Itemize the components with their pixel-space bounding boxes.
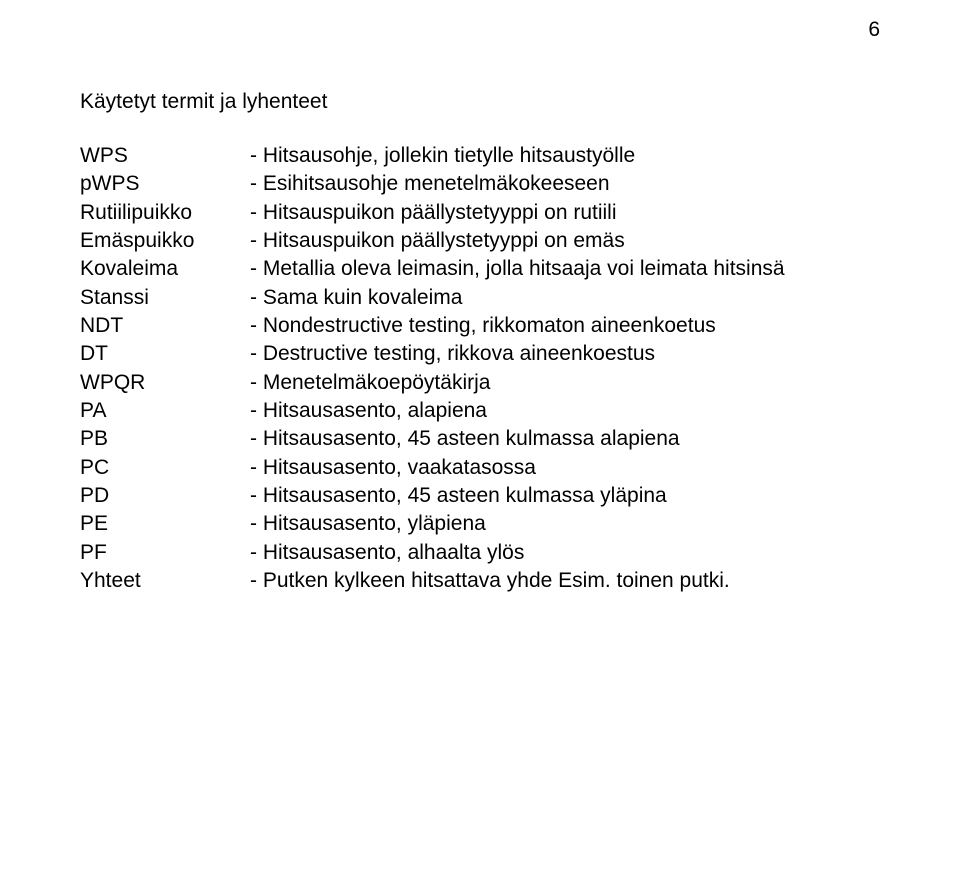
term-row: Yhteet- Putken kylkeen hitsattava yhde E… <box>80 567 900 595</box>
term-row: PD- Hitsausasento, 45 asteen kulmassa yl… <box>80 482 900 510</box>
term-row: NDT- Nondestructive testing, rikkomaton … <box>80 312 900 340</box>
term-label: Kovaleima <box>80 255 250 283</box>
term-row: PC- Hitsausasento, vaakatasossa <box>80 454 900 482</box>
term-label: DT <box>80 340 250 368</box>
term-description: - Hitsausasento, 45 asteen kulmassa yläp… <box>250 482 900 510</box>
term-row: PF- Hitsausasento, alhaalta ylös <box>80 539 900 567</box>
term-row: pWPS- Esihitsausohje menetelmäkokeeseen <box>80 170 900 198</box>
term-label: PB <box>80 425 250 453</box>
term-description: - Hitsausasento, 45 asteen kulmassa alap… <box>250 425 900 453</box>
term-row: PB- Hitsausasento, 45 asteen kulmassa al… <box>80 425 900 453</box>
term-label: NDT <box>80 312 250 340</box>
term-row: PE- Hitsausasento, yläpiena <box>80 510 900 538</box>
term-row: Emäspuikko- Hitsauspuikon päällystetyypp… <box>80 227 900 255</box>
term-description: - Hitsausasento, alapiena <box>250 397 900 425</box>
term-label: PD <box>80 482 250 510</box>
term-label: WPQR <box>80 369 250 397</box>
term-description: - Nondestructive testing, rikkomaton ain… <box>250 312 900 340</box>
term-description: - Hitsausasento, vaakatasossa <box>250 454 900 482</box>
terms-list: WPS- Hitsausohje, jollekin tietylle hits… <box>80 142 900 596</box>
term-label: PE <box>80 510 250 538</box>
term-row: Rutiilipuikko- Hitsauspuikon päällystety… <box>80 199 900 227</box>
term-row: WPQR- Menetelmäkoepöytäkirja <box>80 369 900 397</box>
term-row: Kovaleima- Metallia oleva leimasin, joll… <box>80 255 900 283</box>
term-description: - Hitsausohje, jollekin tietylle hitsaus… <box>250 142 900 170</box>
term-label: PF <box>80 539 250 567</box>
term-description: - Menetelmäkoepöytäkirja <box>250 369 900 397</box>
document-page: 6 Käytetyt termit ja lyhenteet WPS- Hits… <box>0 0 960 891</box>
term-description: - Hitsauspuikon päällystetyyppi on emäs <box>250 227 900 255</box>
term-row: Stanssi- Sama kuin kovaleima <box>80 284 900 312</box>
term-description: - Hitsauspuikon päällystetyyppi on rutii… <box>250 199 900 227</box>
term-description: - Destructive testing, rikkova aineenkoe… <box>250 340 900 368</box>
term-label: Rutiilipuikko <box>80 199 250 227</box>
term-label: Emäspuikko <box>80 227 250 255</box>
section-heading: Käytetyt termit ja lyhenteet <box>80 90 900 114</box>
term-description: - Metallia oleva leimasin, jolla hitsaaj… <box>250 255 900 283</box>
term-row: DT- Destructive testing, rikkova aineenk… <box>80 340 900 368</box>
term-row: PA- Hitsausasento, alapiena <box>80 397 900 425</box>
term-label: Stanssi <box>80 284 250 312</box>
content-block: Käytetyt termit ja lyhenteet WPS- Hitsau… <box>80 90 900 596</box>
term-label: WPS <box>80 142 250 170</box>
term-label: PA <box>80 397 250 425</box>
term-description: - Hitsausasento, yläpiena <box>250 510 900 538</box>
term-label: PC <box>80 454 250 482</box>
term-row: WPS- Hitsausohje, jollekin tietylle hits… <box>80 142 900 170</box>
term-description: - Hitsausasento, alhaalta ylös <box>250 539 900 567</box>
page-number: 6 <box>868 18 880 42</box>
term-description: - Putken kylkeen hitsattava yhde Esim. t… <box>250 567 900 595</box>
term-label: pWPS <box>80 170 250 198</box>
term-description: - Sama kuin kovaleima <box>250 284 900 312</box>
term-description: - Esihitsausohje menetelmäkokeeseen <box>250 170 900 198</box>
term-label: Yhteet <box>80 567 250 595</box>
